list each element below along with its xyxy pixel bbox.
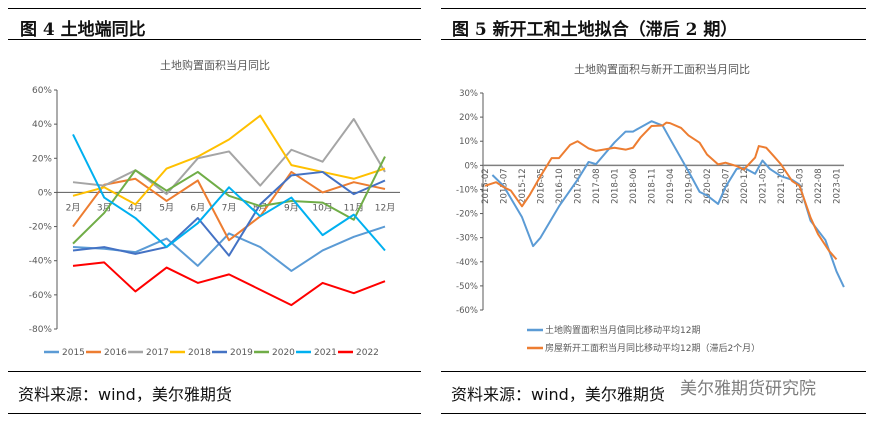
figure-5-caption: 图 5 新开工和土地拟合（滞后 2 期） [452, 20, 738, 40]
x-tick-label: 6月 [190, 202, 205, 213]
legend-label: 2015 [62, 348, 85, 358]
x-tick-label: 2020-02 [703, 168, 713, 204]
left-source-note: 资料来源：wind，美尔雅期货 [18, 385, 232, 404]
y-tick-label: 60% [32, 86, 52, 96]
y-tick-label: -40% [456, 258, 478, 268]
rule [8, 39, 421, 40]
y-tick-label: 40% [32, 120, 52, 130]
series-line-2018 [72, 114, 386, 206]
legend-label: 2021 [314, 348, 337, 358]
watermark: 美尔雅期货研究院 [680, 379, 816, 399]
rule [8, 413, 421, 414]
x-tick-label: 2020-12 [740, 168, 750, 204]
x-tick-label: 3月 [97, 202, 112, 213]
series-line-2022 [72, 261, 386, 307]
y-tick-label: -30% [456, 234, 478, 244]
rule [8, 371, 421, 372]
y-tick-label: 0% [465, 161, 479, 171]
y-tick-label: -20% [29, 223, 53, 233]
series-line-2021 [72, 133, 386, 252]
y-tick-label: -20% [456, 210, 478, 220]
x-tick-label: 12月 [375, 202, 395, 213]
series-line-2017 [72, 118, 386, 196]
y-tick-label: 10% [459, 137, 478, 147]
x-tick-label: 2月 [66, 202, 81, 213]
rule [441, 39, 866, 40]
x-tick-label: 4月 [128, 202, 143, 213]
x-tick-label: 2019-04 [666, 168, 676, 204]
x-tick-label: 2018-06 [629, 168, 639, 204]
x-tick-label: 2023-01 [833, 168, 843, 204]
rule [8, 8, 421, 9]
right-source-note: 资料来源：wind，美尔雅期货 [451, 385, 665, 404]
rule [441, 8, 866, 9]
series-line-2015 [72, 225, 386, 272]
y-tick-label: -60% [29, 291, 53, 301]
legend-label: 2020 [272, 348, 295, 358]
x-tick-label: 7月 [222, 202, 237, 213]
legend-label: 2019 [230, 348, 253, 358]
y-tick-label: -60% [456, 306, 478, 316]
y-tick-label: -10% [456, 185, 478, 195]
legend-label: 2016 [104, 348, 127, 358]
legend-label: 房屋新开工面积当月同比移动平均12期（滞后2个月） [545, 342, 760, 354]
series-line [491, 120, 845, 288]
series-line-2019 [72, 170, 386, 257]
legend-label: 土地购置面积当月值同比移动平均12期 [545, 324, 700, 336]
series-line [484, 121, 838, 261]
x-tick-label: 8月 [253, 202, 268, 213]
rule [441, 413, 866, 414]
series-line-2020 [72, 156, 386, 245]
x-tick-label: 2015-12 [518, 168, 528, 204]
y-tick-label: -80% [29, 325, 53, 335]
x-tick-label: 5月 [159, 202, 174, 213]
y-tick-label: 0% [38, 188, 53, 198]
x-tick-label: 2016-05 [537, 168, 547, 204]
chart-title: 土地购置面积当月同比 [160, 58, 270, 72]
x-tick-label: 2017-08 [592, 168, 602, 204]
rule [441, 371, 866, 372]
x-tick-label: 2019-09 [685, 168, 695, 204]
legend-label: 2022 [356, 348, 379, 358]
x-tick-label: 2021-05 [759, 168, 769, 204]
y-tick-label: -40% [29, 257, 53, 267]
y-tick-label: 20% [32, 154, 52, 164]
x-tick-label: 2016-10 [555, 168, 565, 204]
legend-label: 2018 [188, 348, 211, 358]
series-line-2016 [72, 170, 386, 242]
x-tick-label: 2018-01 [611, 168, 621, 204]
legend-label: 2017 [146, 348, 169, 358]
figure-4-caption: 图 4 土地端同比 [20, 20, 146, 40]
y-tick-label: -50% [456, 282, 478, 292]
x-tick-label: 2021-10 [777, 168, 787, 204]
chart-title: 土地购置面积与新开工面积当月同比 [574, 62, 750, 76]
y-tick-label: 30% [459, 89, 478, 99]
x-tick-label: 2017-03 [574, 168, 584, 204]
x-tick-label: 2022-08 [814, 168, 824, 204]
x-tick-label: 2018-11 [648, 168, 658, 204]
x-tick-label: 10月 [312, 202, 332, 213]
x-tick-label: 11月 [344, 202, 364, 213]
x-tick-label: 9月 [284, 202, 299, 213]
y-tick-label: 20% [459, 113, 478, 123]
